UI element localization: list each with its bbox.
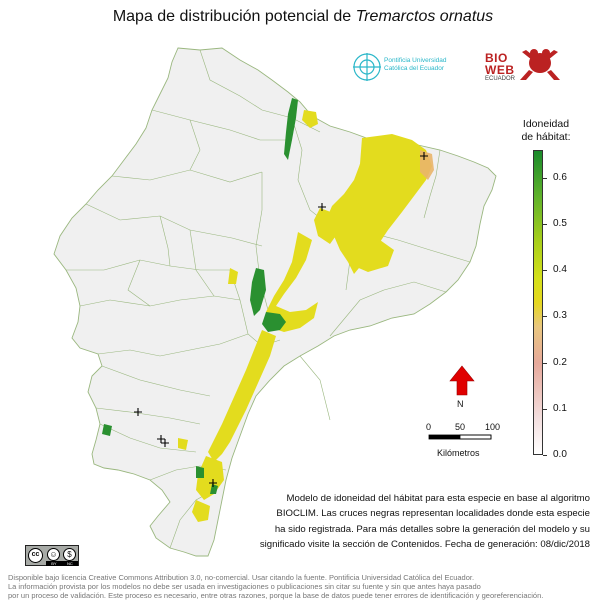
record-cross: [420, 152, 428, 160]
record-crosses: [134, 152, 428, 487]
description-line2: BIOCLIM. Las cruces negras representan l…: [276, 508, 590, 520]
bioweb-line2: WEB: [485, 63, 515, 77]
scale-bar: [428, 434, 492, 440]
legend-tick-label: 0.3: [553, 310, 567, 322]
description-line3: ha sido registrada. Para más detalles so…: [274, 523, 590, 535]
record-cross: [209, 479, 217, 487]
title-species: Tremarctos ornatus: [355, 8, 494, 25]
map-title: Mapa de distribución potencial de Tremar…: [0, 8, 606, 26]
record-cross: [161, 439, 169, 447]
record-cross: [134, 408, 142, 416]
record-cross: [157, 435, 165, 443]
puce-logo-icon: [353, 53, 381, 81]
by-icon: ☺: [47, 548, 60, 561]
record-cross: [318, 203, 326, 211]
bioweb-line3: ECUADOR: [485, 76, 516, 82]
legend-title-line2: de hábitat:: [521, 131, 571, 143]
legend-title-line1: Idoneidad: [522, 118, 570, 130]
legend-tick-mark: [543, 223, 547, 225]
puce-logo: Pontificia Universidad Católica del Ecuad…: [352, 49, 464, 85]
by-label: BY: [51, 561, 57, 566]
cc-icon: cc: [28, 548, 43, 563]
legend-tick-label: 0.1: [553, 402, 567, 414]
footer-disclaimer: Disponible bajo licencia Creative Common…: [8, 573, 598, 601]
puce-line1: Pontificia Universidad: [384, 57, 447, 64]
legend-tick-label: 0.2: [553, 356, 567, 368]
footer-line1: Disponible bajo licencia Creative Common…: [8, 573, 475, 582]
puce-line2: Católica del Ecuador: [384, 64, 444, 72]
nc-icon: $: [63, 548, 76, 561]
nc-label: NC: [67, 561, 73, 566]
frog-logo-icon: [520, 49, 560, 80]
scale-label-50: 50: [455, 422, 466, 432]
north-label: N: [457, 399, 464, 409]
legend-tick-mark: [543, 408, 547, 410]
legend-colorbar: [533, 150, 543, 455]
scale-label-100: 100: [485, 422, 501, 432]
bioweb-logo: BIO WEB ECUADOR: [485, 49, 565, 87]
legend-tick-label: 0.6: [553, 171, 567, 183]
footer-line3: por un proceso de validación. Este proce…: [8, 591, 544, 601]
scale-label-0: 0: [426, 422, 432, 432]
cc-label-bar: BY NC: [46, 561, 78, 566]
description-line1: Modelo de idoneidad del hábitat para est…: [286, 493, 590, 504]
legend-tick-mark: [543, 362, 547, 364]
title-prefix: Mapa de distribución potencial de: [112, 8, 356, 25]
legend-tick-label: 0.5: [553, 217, 567, 229]
legend-title: Idoneidad de hábitat:: [506, 118, 586, 144]
scale-title: Kilómetros: [437, 448, 480, 458]
description-line4: significado visite la sección de Conteni…: [259, 538, 590, 550]
model-description: Modelo de idoneidad del hábitat para est…: [236, 491, 590, 552]
north-arrow-icon: [449, 365, 475, 396]
legend-tick-label: 0.0: [553, 449, 567, 460]
cc-license-badge[interactable]: cc ☺ $ BY NC: [25, 545, 79, 566]
footer-line2: La información provista por los modelos …: [8, 582, 481, 592]
bioweb-line1: BIO: [485, 51, 508, 65]
legend-tick-mark: [543, 455, 547, 456]
habitat-green: [102, 98, 298, 494]
legend-tick-mark: [543, 177, 547, 179]
legend-tick-mark: [543, 270, 547, 272]
legend-tick-mark: [543, 316, 547, 318]
legend-tick-label: 0.4: [553, 264, 567, 276]
